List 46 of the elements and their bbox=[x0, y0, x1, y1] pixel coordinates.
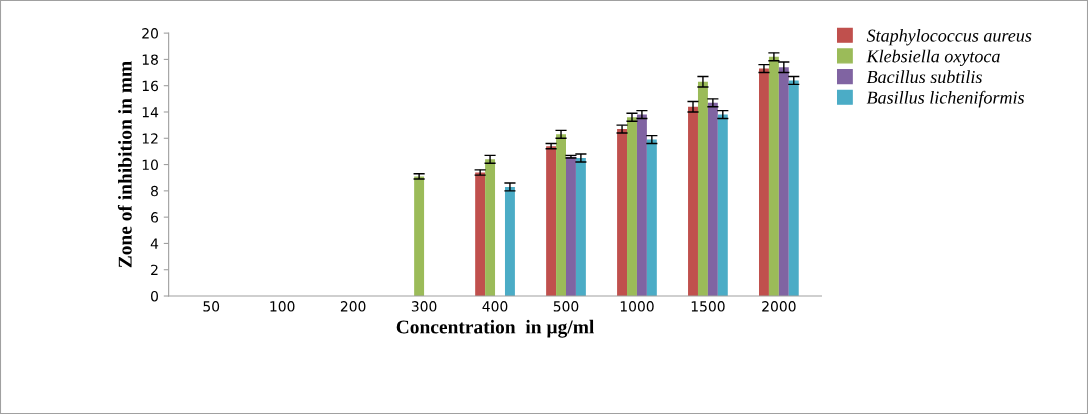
y-tick-label: 8 bbox=[151, 185, 158, 197]
legend-label: Klebsiella oxytoca bbox=[866, 49, 1000, 67]
x-tick-label: 50 bbox=[203, 301, 220, 312]
legend-label: Basillus licheniformis bbox=[866, 90, 1025, 108]
bar bbox=[485, 159, 496, 297]
bar bbox=[414, 176, 425, 297]
bar bbox=[788, 80, 799, 297]
bar bbox=[556, 134, 566, 297]
y-tick-label: 14 bbox=[142, 107, 159, 118]
bar bbox=[707, 102, 718, 297]
bar bbox=[566, 156, 576, 297]
x-tick-label: 1000 bbox=[620, 301, 654, 312]
legend-label: Bacillus subtilis bbox=[866, 70, 982, 84]
x-tick-label: 1500 bbox=[691, 301, 725, 312]
x-axis-title: Concentration in µg/ml bbox=[396, 319, 595, 338]
x-tick-label: 2000 bbox=[762, 301, 796, 312]
y-tick-label: 20 bbox=[142, 28, 158, 39]
y-tick-label: 2 bbox=[151, 264, 158, 275]
y-axis-title: Zone of inhibition in mm bbox=[117, 61, 132, 268]
bar bbox=[697, 81, 708, 297]
y-tick-label: 6 bbox=[151, 212, 159, 223]
x-tick-label: 300 bbox=[411, 301, 437, 312]
y-tick-label: 12 bbox=[142, 133, 158, 144]
x-tick-label: 200 bbox=[340, 301, 366, 312]
bar bbox=[717, 114, 728, 297]
legend-label: Staphylococcus aureus bbox=[866, 28, 1032, 46]
bar bbox=[504, 186, 515, 297]
bar bbox=[636, 114, 647, 297]
bar bbox=[759, 68, 769, 297]
bar bbox=[778, 67, 789, 297]
bar bbox=[646, 139, 657, 297]
x-tick-label: 100 bbox=[270, 301, 295, 312]
bar bbox=[475, 172, 486, 297]
bar bbox=[627, 117, 637, 297]
x-tick-label: 500 bbox=[553, 301, 579, 312]
y-tick-label: 4 bbox=[150, 238, 159, 249]
y-tick-label: 0 bbox=[151, 290, 158, 302]
bar bbox=[575, 157, 586, 297]
bar bbox=[617, 129, 628, 297]
y-tick-label: 16 bbox=[142, 80, 159, 92]
bar bbox=[688, 106, 698, 297]
y-tick-label: 18 bbox=[142, 54, 158, 65]
x-tick-label: 400 bbox=[482, 301, 508, 312]
bar bbox=[768, 56, 779, 297]
bar bbox=[546, 146, 557, 297]
y-tick-label: 10 bbox=[142, 159, 158, 171]
